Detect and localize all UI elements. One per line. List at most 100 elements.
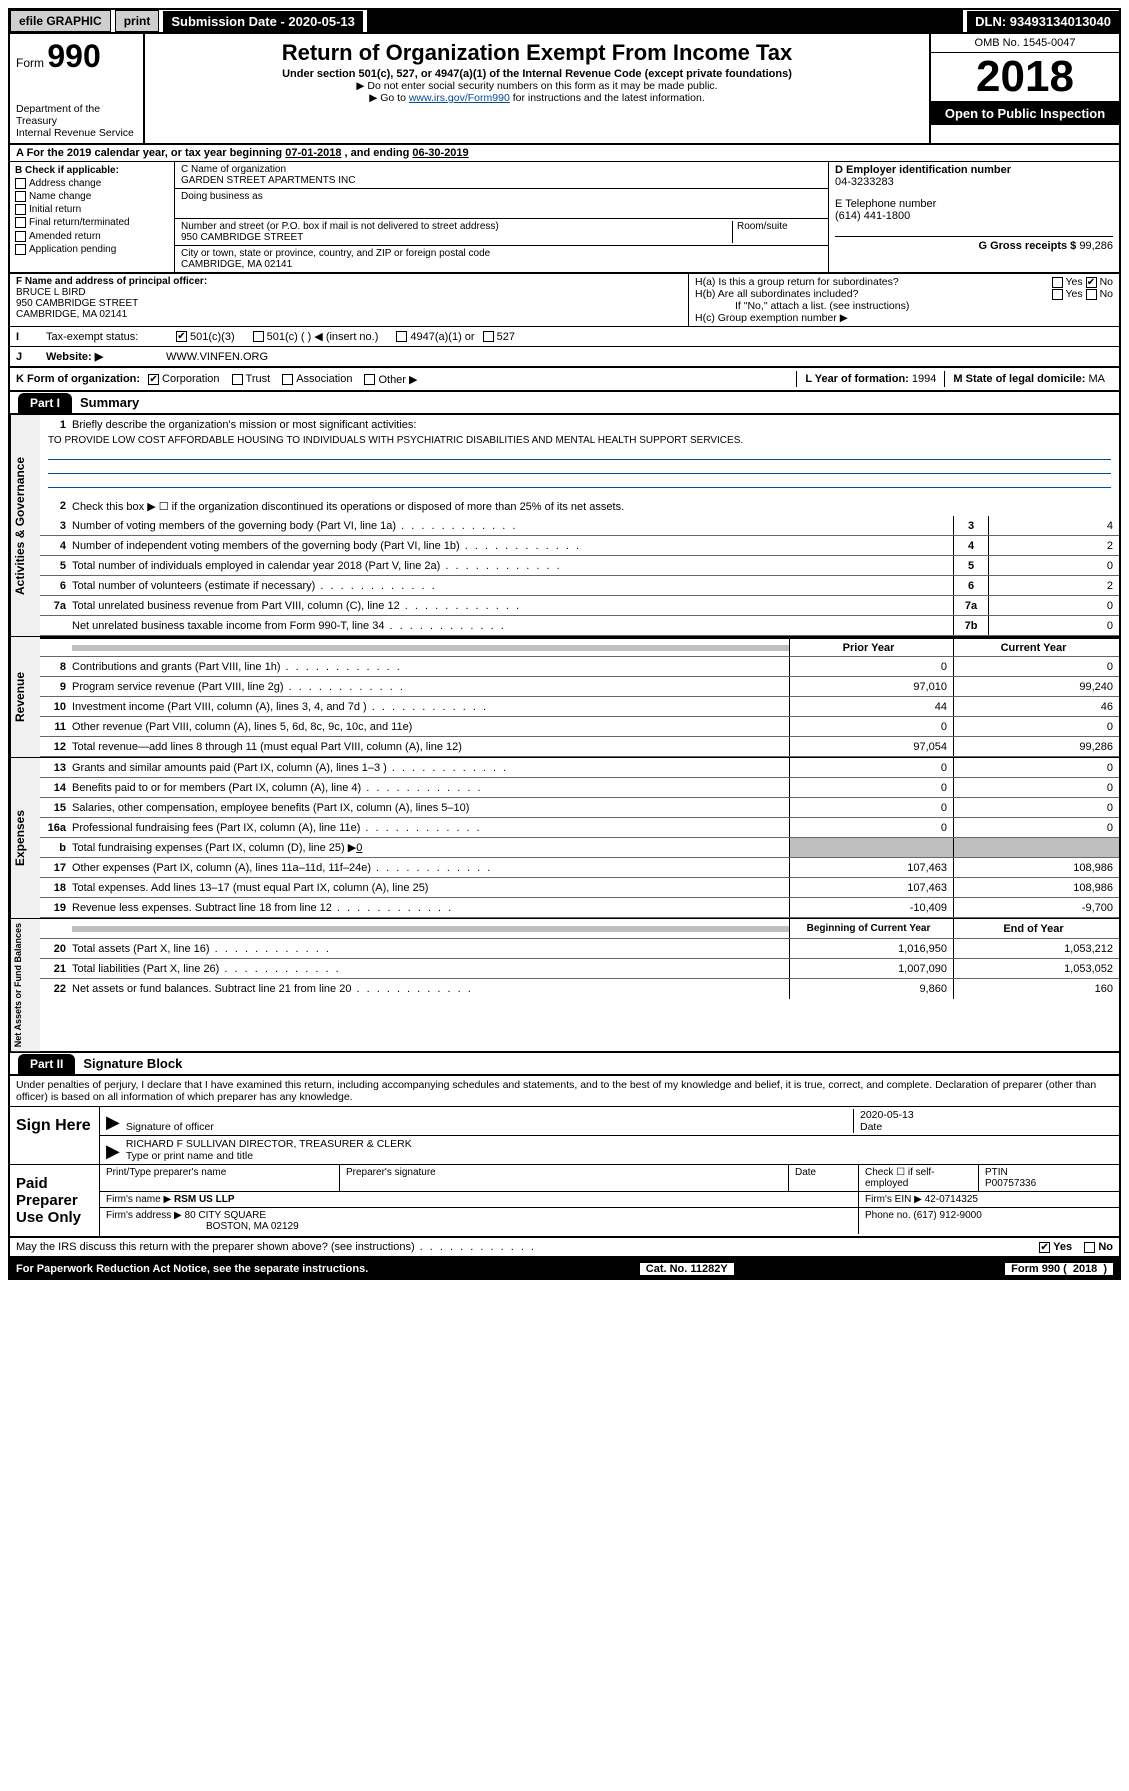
prep-selfemp: Check ☐ if self-employed (859, 1165, 979, 1191)
val-6: 2 (989, 576, 1119, 595)
header-right: OMB No. 1545-0047 2018 Open to Public In… (929, 34, 1119, 143)
py-19: -10,409 (789, 898, 954, 917)
officer-print: RICHARD F SULLIVAN DIRECTOR, TREASURER &… (126, 1138, 1113, 1162)
val-5: 0 (989, 556, 1119, 575)
governance-vtab: Activities & Governance (10, 415, 40, 636)
firm-name: RSM US LLP (174, 1194, 235, 1205)
cb-501c3[interactable] (176, 331, 187, 342)
cb-other[interactable] (364, 374, 375, 385)
dln-label: DLN: 93493134013040 (967, 11, 1119, 32)
part-i-header: Part I Summary (8, 392, 1121, 415)
topbar-spacer (367, 10, 963, 32)
row-j: J Website: ▶ WWW.VINFEN.ORG (8, 347, 1121, 368)
cy-9: 99,240 (954, 677, 1119, 696)
box-d-e-g: D Employer identification number 04-3233… (829, 162, 1119, 272)
py-15: 0 (789, 798, 954, 817)
line-15: Salaries, other compensation, employee b… (72, 799, 789, 817)
line-18: Total expenses. Add lines 13–17 (must eq… (72, 879, 789, 897)
cb-corp[interactable] (148, 374, 159, 385)
py-16b (789, 838, 954, 857)
val-4: 2 (989, 536, 1119, 555)
cb-discuss-yes[interactable] (1039, 1242, 1050, 1253)
dba-label: Doing business as (181, 191, 822, 202)
line-7b: Net unrelated business taxable income fr… (72, 617, 953, 635)
cb-assoc[interactable] (282, 374, 293, 385)
firm-addr2: BOSTON, MA 02129 (106, 1221, 852, 1232)
cb-4947[interactable] (396, 331, 407, 342)
irs-link[interactable]: www.irs.gov/Form990 (409, 92, 510, 104)
cy-12: 99,286 (954, 737, 1119, 756)
penalties-text: Under penalties of perjury, I declare th… (10, 1076, 1119, 1107)
m-cell: M State of legal domicile: MA (944, 371, 1113, 387)
sig-officer-label: Signature of officer (126, 1121, 853, 1133)
ptin-value: P00757336 (985, 1178, 1113, 1189)
org-name-label: C Name of organization (181, 164, 822, 175)
py-8: 0 (789, 657, 954, 676)
cy-18: 108,986 (954, 878, 1119, 897)
firm-ein-cell: Firm's EIN ▶ 42-0714325 (859, 1192, 1119, 1207)
l-cell: L Year of formation: 1994 (796, 371, 944, 387)
line-16b: Total fundraising expenses (Part IX, col… (72, 838, 789, 857)
box-f: F Name and address of principal officer:… (10, 274, 689, 326)
line-4: Number of independent voting members of … (72, 537, 953, 555)
header-sub2: ▶ Do not enter social security numbers o… (153, 80, 921, 92)
h-b-answer: Yes No (1052, 288, 1114, 300)
phone-value: (614) 441-1800 (835, 210, 1113, 222)
py-16a: 0 (789, 818, 954, 837)
website-label: Website: ▶ (46, 350, 166, 363)
line-21: Total liabilities (Part X, line 26) (72, 960, 789, 978)
cb-527[interactable] (483, 331, 494, 342)
h-b-note: If "No," attach a list. (see instruction… (695, 300, 1113, 312)
header-left: Form 990 Department of the Treasury Inte… (10, 34, 145, 143)
org-info-block: B Check if applicable: Address change Na… (8, 162, 1121, 273)
revenue-vtab: Revenue (10, 637, 40, 757)
open-public-badge: Open to Public Inspection (931, 101, 1119, 125)
cy-10: 46 (954, 697, 1119, 716)
part-ii-header: Part II Signature Block (8, 1053, 1121, 1076)
cb-name-change[interactable]: Name change (15, 191, 169, 202)
arrow-icon: ▶ (106, 1112, 120, 1133)
cy-17: 108,986 (954, 858, 1119, 877)
cb-trust[interactable] (232, 374, 243, 385)
line-6: Total number of volunteers (estimate if … (72, 577, 953, 595)
line-17: Other expenses (Part IX, column (A), lin… (72, 859, 789, 877)
cb-final-return[interactable]: Final return/terminated (15, 217, 169, 228)
gross-label: G Gross receipts $ (978, 240, 1076, 252)
py-18: 107,463 (789, 878, 954, 897)
mission-line (48, 474, 1111, 488)
period-a: A For the 2019 calendar year, or tax yea… (16, 147, 285, 159)
ptin-cell: PTIN P00757336 (979, 1165, 1119, 1191)
line-3: Number of voting members of the governin… (72, 517, 953, 535)
py-10: 44 (789, 697, 954, 716)
firm-name-cell: Firm's name ▶ RSM US LLP (100, 1192, 859, 1207)
box-b-label: B Check if applicable: (15, 165, 169, 176)
cb-app-pending[interactable]: Application pending (15, 244, 169, 255)
h-a-answer: Yes No (1052, 276, 1114, 288)
line-22: Net assets or fund balances. Subtract li… (72, 980, 789, 998)
period-b: , and ending (345, 147, 413, 159)
line-12: Total revenue—add lines 8 through 11 (mu… (72, 738, 789, 756)
h-c: H(c) Group exemption number ▶ (695, 312, 1113, 324)
cb-address-change[interactable]: Address change (15, 178, 169, 189)
org-name-row: C Name of organization GARDEN STREET APA… (175, 162, 828, 189)
sign-here-row: Sign Here ▶ Signature of officer 2020-05… (10, 1107, 1119, 1165)
end-year-hdr: End of Year (954, 919, 1119, 938)
paperwork-text: For Paperwork Reduction Act Notice, see … (16, 1263, 368, 1275)
header-sub3: ▶ Go to www.irs.gov/Form990 for instruct… (153, 92, 921, 104)
mission-text: TO PROVIDE LOW COST AFFORDABLE HOUSING T… (40, 435, 1119, 446)
cb-discuss-no[interactable] (1084, 1242, 1095, 1253)
cb-initial-return[interactable]: Initial return (15, 204, 169, 215)
addr-label: Number and street (or P.O. box if mail i… (181, 221, 732, 232)
discuss-answer: Yes No (1039, 1241, 1113, 1253)
discuss-question: May the IRS discuss this return with the… (16, 1241, 536, 1253)
form-ref: Form 990 (2018) (1005, 1263, 1113, 1275)
cy-16a: 0 (954, 818, 1119, 837)
firm-addr-cell: Firm's address ▶ 80 CITY SQUARE BOSTON, … (100, 1208, 859, 1234)
signature-block: Under penalties of perjury, I declare th… (8, 1076, 1121, 1238)
cb-501c[interactable] (253, 331, 264, 342)
room-label: Room/suite (732, 221, 822, 243)
print-button[interactable]: print (115, 10, 160, 32)
city-label: City or town, state or province, country… (181, 248, 822, 259)
cb-amended[interactable]: Amended return (15, 231, 169, 242)
firm-addr1: 80 CITY SQUARE (185, 1210, 267, 1221)
